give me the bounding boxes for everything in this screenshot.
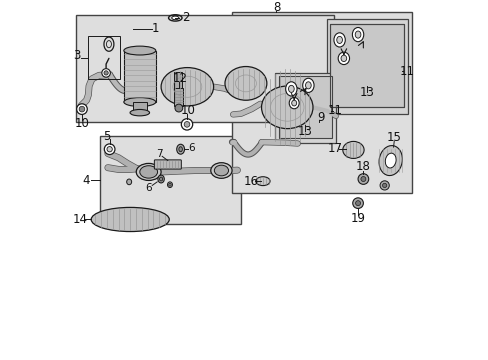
Ellipse shape (255, 177, 269, 186)
Ellipse shape (159, 177, 163, 181)
Text: 14: 14 (72, 213, 87, 226)
Text: 9: 9 (316, 111, 324, 124)
Text: 12: 12 (172, 72, 187, 85)
Bar (278, 76, 331, 138)
Ellipse shape (342, 141, 364, 158)
Ellipse shape (104, 144, 115, 154)
Text: 10: 10 (180, 104, 195, 117)
Text: 11: 11 (327, 104, 342, 117)
Ellipse shape (107, 147, 112, 152)
Text: 15: 15 (386, 131, 401, 144)
Bar (123, 50, 156, 102)
Ellipse shape (176, 144, 184, 154)
Ellipse shape (354, 31, 360, 38)
Circle shape (104, 71, 108, 75)
Text: 6: 6 (188, 143, 195, 153)
Ellipse shape (161, 68, 213, 106)
Text: 4: 4 (82, 174, 90, 186)
Ellipse shape (140, 166, 157, 178)
Ellipse shape (285, 82, 296, 96)
Ellipse shape (158, 175, 164, 183)
Circle shape (79, 106, 84, 112)
Bar (174, 88, 183, 105)
Ellipse shape (305, 82, 310, 89)
Ellipse shape (91, 207, 169, 231)
Ellipse shape (123, 46, 156, 55)
Bar (132, 102, 146, 113)
FancyBboxPatch shape (154, 160, 181, 169)
Text: 11: 11 (399, 65, 414, 78)
Ellipse shape (352, 27, 363, 42)
Text: 6: 6 (145, 183, 152, 193)
Ellipse shape (224, 67, 266, 100)
Ellipse shape (214, 165, 228, 176)
Ellipse shape (123, 98, 156, 107)
Text: 17: 17 (327, 142, 342, 155)
Ellipse shape (302, 78, 313, 93)
Ellipse shape (130, 109, 149, 116)
Circle shape (357, 174, 368, 184)
Text: 8: 8 (272, 1, 280, 14)
Bar (88, 36, 120, 79)
Bar (76, 15, 333, 122)
Bar (174, 72, 182, 89)
Bar (232, 12, 411, 193)
Ellipse shape (179, 147, 182, 152)
Ellipse shape (291, 100, 296, 106)
Ellipse shape (336, 36, 342, 44)
Bar (330, 24, 404, 107)
Ellipse shape (288, 85, 294, 93)
Text: 16: 16 (244, 175, 259, 188)
Ellipse shape (167, 182, 172, 188)
Text: 18: 18 (355, 161, 370, 174)
Ellipse shape (333, 33, 345, 47)
Circle shape (175, 104, 183, 112)
Ellipse shape (136, 163, 161, 180)
Text: 13: 13 (359, 86, 374, 99)
Circle shape (77, 104, 87, 114)
Circle shape (352, 198, 363, 208)
Text: 13: 13 (297, 125, 312, 138)
Circle shape (355, 201, 360, 206)
Bar (326, 19, 407, 114)
Ellipse shape (385, 153, 395, 168)
Ellipse shape (168, 183, 171, 186)
Ellipse shape (338, 52, 349, 64)
Text: 10: 10 (74, 117, 89, 130)
Circle shape (360, 176, 365, 181)
Circle shape (184, 122, 189, 127)
Text: 7: 7 (156, 149, 163, 159)
Text: 2: 2 (182, 12, 189, 24)
Text: 5: 5 (103, 130, 110, 143)
Bar (100, 136, 241, 224)
Ellipse shape (261, 86, 312, 129)
Ellipse shape (210, 163, 232, 178)
Circle shape (181, 119, 192, 130)
Ellipse shape (126, 179, 131, 185)
Bar (274, 73, 335, 143)
Bar (330, 24, 404, 107)
Ellipse shape (288, 98, 299, 109)
Circle shape (379, 181, 388, 190)
Circle shape (102, 69, 110, 77)
Ellipse shape (378, 145, 402, 176)
Text: 1: 1 (151, 22, 159, 35)
Ellipse shape (171, 16, 179, 20)
Ellipse shape (340, 55, 346, 62)
Text: 3: 3 (73, 49, 81, 62)
Circle shape (382, 183, 386, 188)
Text: 19: 19 (350, 212, 365, 225)
